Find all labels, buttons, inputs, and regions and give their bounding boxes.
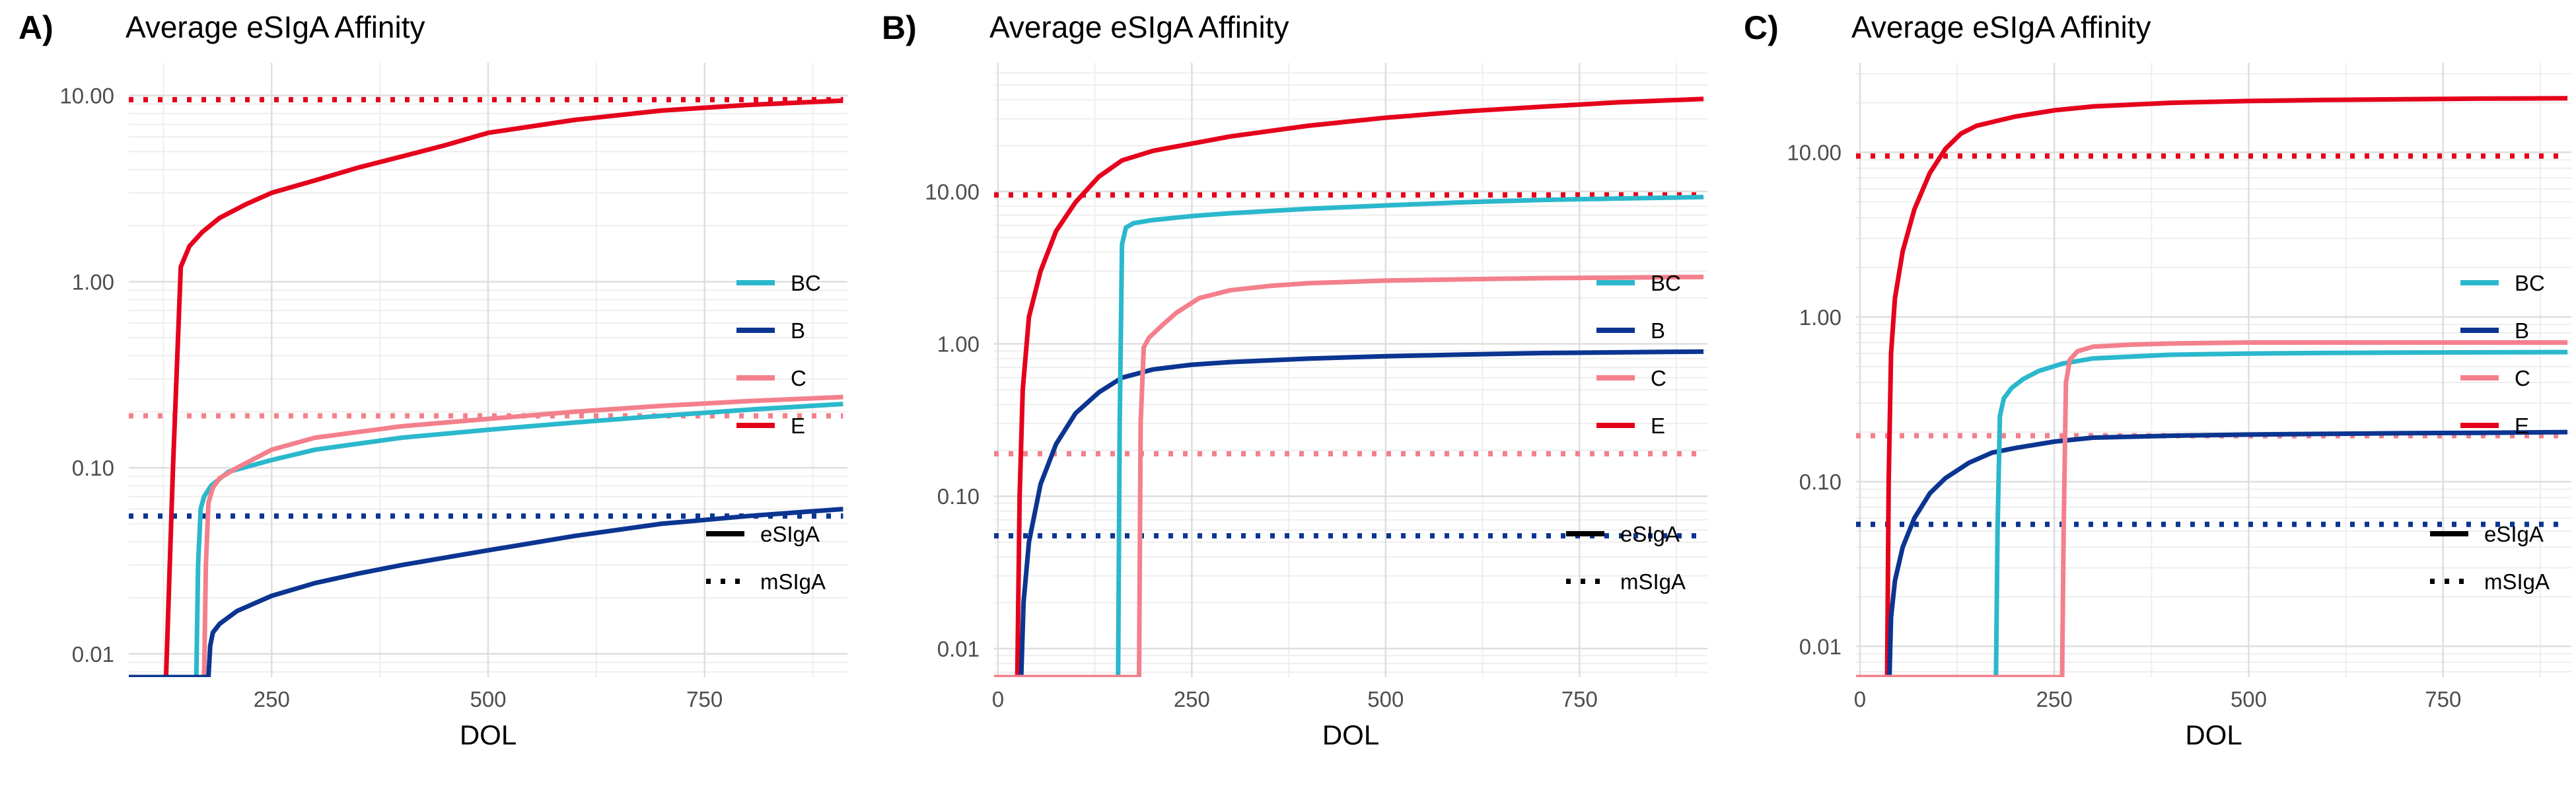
x-tick-label: 500: [470, 687, 506, 711]
y-tick-label: 0.10: [72, 456, 114, 480]
panel-1: 0.01 0.10 1.00 10.00 0 250 500 750 DOL Average eS…: [882, 9, 1707, 750]
chart-title: Average eSIgA Affinity: [989, 10, 1289, 44]
y-tick-label: 0.01: [72, 642, 114, 667]
legend-label-BC: BC: [1651, 271, 1681, 295]
chart-title: Average eSIgA Affinity: [1851, 10, 2151, 44]
panel-0: 0.01 0.10 1.00 10.00 250 500 750 DOL Average eSI…: [18, 9, 847, 750]
legend-label-BC: BC: [791, 271, 821, 295]
legend-linetype-label-mSIgA: mSIgA: [2484, 569, 2550, 594]
y-tick-label: 10.00: [925, 180, 980, 204]
chart-title: Average eSIgA Affinity: [125, 10, 425, 44]
series-E-solid: [994, 96, 1704, 677]
legend-label-E: E: [1651, 414, 1665, 438]
series-E-solid: [1856, 96, 2568, 677]
legend-label-C: C: [2515, 366, 2530, 390]
series-group: [1856, 96, 2568, 677]
legend-label-E: E: [791, 414, 805, 438]
y-tick-label: 10.00: [1787, 141, 1842, 165]
x-tick-label: 250: [254, 687, 290, 711]
series-group: [994, 96, 1704, 677]
legend-linetype-label-eSIgA: eSIgA: [2484, 522, 2544, 546]
y-tick-label: 1.00: [937, 332, 980, 357]
panel-tag: A): [18, 9, 54, 46]
x-tick-label: 750: [1561, 687, 1598, 711]
series-BC-solid: [1856, 349, 2568, 677]
y-tick-label: 0.10: [937, 484, 980, 509]
legend-label-BC: BC: [2515, 271, 2545, 295]
y-tick-label: 0.01: [1799, 634, 1842, 659]
series-B-solid: [1856, 429, 2568, 677]
legend-label-B: B: [791, 318, 805, 343]
panel-tag: C): [1744, 9, 1779, 46]
legend-label-B: B: [1651, 318, 1665, 343]
legend-label-E: E: [2515, 414, 2529, 438]
x-tick-label: 250: [2036, 687, 2073, 711]
y-tick-label: 0.01: [937, 637, 980, 661]
series-C-solid: [1856, 340, 2568, 677]
series-C-solid: [129, 394, 843, 677]
legend-linetype-label-mSIgA: mSIgA: [760, 569, 826, 594]
x-axis-label: DOL: [1322, 719, 1379, 750]
x-tick-label: 500: [2231, 687, 2267, 711]
x-tick-label: 750: [686, 687, 723, 711]
x-tick-label: 0: [1854, 687, 1866, 711]
series-B-solid: [129, 507, 843, 677]
x-tick-label: 0: [992, 687, 1004, 711]
legend-label-C: C: [1651, 366, 1666, 390]
series-group: [129, 96, 843, 677]
x-tick-label: 750: [2425, 687, 2461, 711]
series-BC-solid: [994, 194, 1704, 677]
x-axis-label: DOL: [2185, 719, 2242, 750]
legend-linetype-label-eSIgA: eSIgA: [760, 522, 820, 546]
legend-label-C: C: [791, 366, 806, 390]
x-tick-label: 500: [1367, 687, 1404, 711]
y-tick-label: 0.10: [1799, 470, 1842, 494]
legend-label-B: B: [2515, 318, 2529, 343]
y-tick-label: 1.00: [1799, 305, 1842, 330]
series-C-solid: [994, 274, 1704, 677]
series-E-solid: [129, 98, 843, 677]
legend-linetype-label-mSIgA: mSIgA: [1620, 569, 1686, 594]
x-axis-label: DOL: [460, 719, 517, 750]
y-tick-label: 10.00: [59, 84, 114, 108]
series-B-solid: [994, 349, 1704, 677]
legend-linetype-label-eSIgA: eSIgA: [1620, 522, 1680, 546]
panel-2: 0.01 0.10 1.00 10.00 0 250 500 750 DOL Average eS…: [1744, 9, 2571, 750]
panel-tag: B): [882, 9, 917, 46]
y-tick-label: 1.00: [72, 270, 114, 294]
series-BC-solid: [129, 402, 843, 677]
x-tick-label: 250: [1174, 687, 1210, 711]
